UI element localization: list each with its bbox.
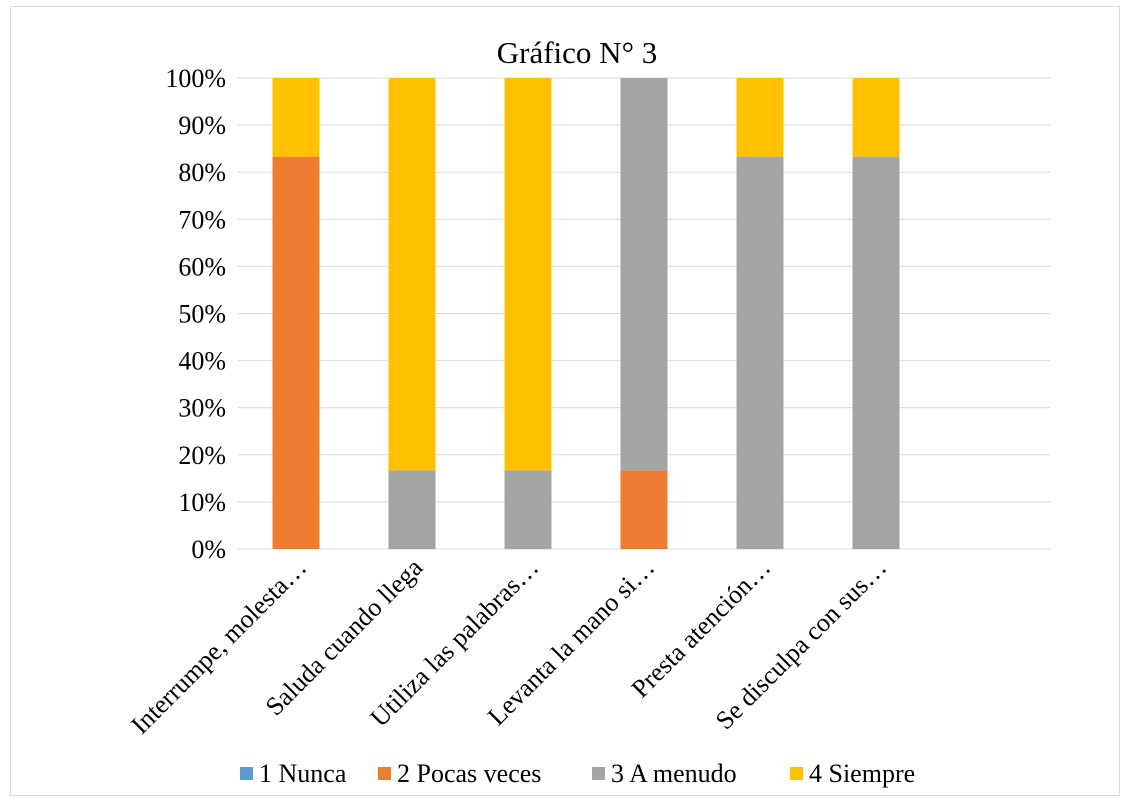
bar-segment [736,156,784,550]
legend-label: 1 Nunca [259,759,347,788]
y-tick-label: 40% [178,347,226,376]
legend-swatch [378,767,391,780]
bar-segment [620,470,668,549]
bar-segment [504,78,552,471]
legend-swatch [240,767,253,780]
legend-label: 3 A menudo [611,759,737,788]
bar-segment [852,156,900,550]
legend-label: 2 Pocas veces [397,759,541,788]
y-tick-label: 10% [178,488,226,517]
y-axis-ticks: 0% 10% 20% 30% 40% 50% 60% 70% 80% 90% 100% [165,64,226,564]
legend-swatch [592,767,605,780]
bar-segment [272,156,320,550]
bar-segment [388,78,436,471]
y-tick-label: 50% [178,300,226,329]
y-tick-label: 60% [178,252,226,281]
bar-segment [504,470,552,549]
y-tick-label: 80% [178,158,226,187]
legend-swatch [790,767,803,780]
chart-frame [10,6,1120,796]
y-tick-label: 90% [178,111,226,140]
legend-label: 4 Siempre [809,759,915,788]
bar-segment [620,78,668,471]
bar-segment [852,78,900,157]
y-tick-label: 30% [178,394,226,423]
y-tick-label: 20% [178,441,226,470]
y-tick-label: 0% [191,535,226,564]
y-tick-label: 100% [165,64,226,93]
legend: 1 Nunca 2 Pocas veces 3 A menudo 4 Siempre [240,759,915,788]
chart-title: Gráfico N° 3 [497,35,657,70]
bar-segment [736,78,784,157]
bars [272,78,900,550]
x-axis-labels: Interrumpe, molesta…Saluda cuando llegaU… [125,552,892,739]
bar-segment [272,78,320,157]
y-tick-label: 70% [178,205,226,234]
bar-segment [388,470,436,549]
